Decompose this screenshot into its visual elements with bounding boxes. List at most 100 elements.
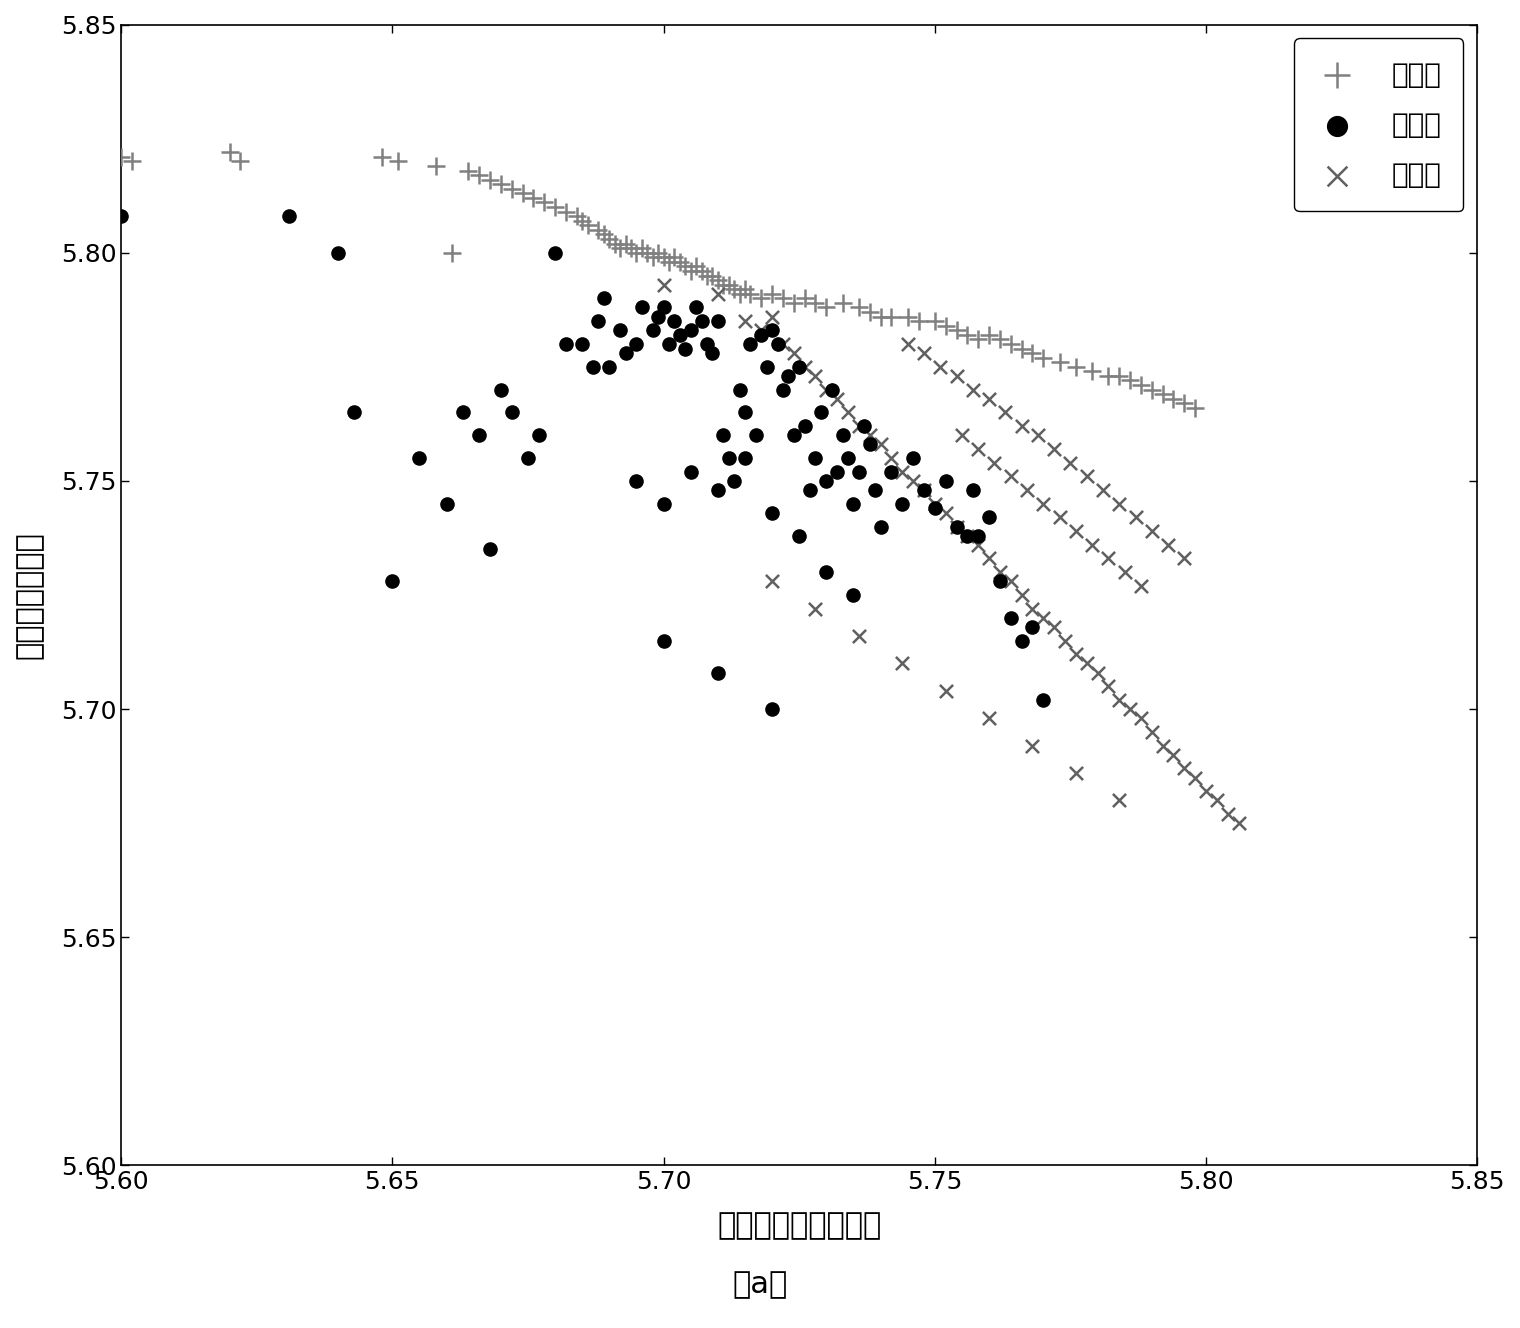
螺旋桨 bbox=[841, 584, 865, 606]
喷气式 bbox=[1107, 365, 1131, 386]
喷气式 bbox=[1151, 384, 1175, 405]
喷气式 bbox=[944, 320, 968, 341]
螺旋桨 bbox=[625, 470, 649, 491]
喷气式 bbox=[999, 333, 1023, 355]
螺旋桨 bbox=[739, 333, 763, 355]
螺旋桨 bbox=[912, 479, 936, 501]
螺旋桨 bbox=[798, 479, 822, 501]
螺旋桨 bbox=[803, 448, 827, 469]
螺旋桨 bbox=[716, 448, 740, 469]
螺旋桨 bbox=[629, 297, 654, 319]
喷气式 bbox=[695, 264, 719, 286]
螺旋桨 bbox=[652, 493, 676, 514]
直升机 bbox=[967, 534, 991, 555]
喷气式 bbox=[1117, 369, 1142, 390]
喷气式 bbox=[792, 288, 816, 309]
直升机 bbox=[1064, 521, 1088, 542]
螺旋桨 bbox=[407, 448, 432, 469]
直升机 bbox=[1015, 479, 1040, 501]
喷气式 bbox=[803, 292, 827, 313]
喷气式 bbox=[217, 142, 242, 163]
喷气式 bbox=[1047, 352, 1072, 373]
直升机 bbox=[1020, 734, 1044, 756]
螺旋桨 bbox=[515, 448, 540, 469]
直升机 bbox=[1043, 616, 1067, 637]
直升机 bbox=[1064, 762, 1088, 784]
螺旋桨 bbox=[597, 356, 622, 377]
喷气式 bbox=[760, 283, 784, 304]
螺旋桨 bbox=[652, 629, 676, 651]
喷气式 bbox=[1161, 388, 1186, 409]
喷气式 bbox=[625, 242, 649, 263]
螺旋桨 bbox=[380, 571, 404, 592]
螺旋桨 bbox=[999, 607, 1023, 628]
螺旋桨 bbox=[325, 242, 350, 263]
喷气式 bbox=[602, 232, 626, 254]
螺旋桨 bbox=[705, 661, 730, 683]
喷气式 bbox=[564, 206, 588, 227]
螺旋桨 bbox=[863, 479, 888, 501]
直升机 bbox=[836, 402, 860, 424]
喷气式 bbox=[1079, 361, 1104, 382]
螺旋桨 bbox=[760, 699, 784, 720]
直升机 bbox=[1193, 781, 1218, 802]
直升机 bbox=[803, 598, 827, 619]
直升机 bbox=[1079, 534, 1104, 555]
螺旋桨 bbox=[815, 562, 839, 583]
直升机 bbox=[1123, 507, 1148, 529]
螺旋桨 bbox=[705, 479, 730, 501]
喷气式 bbox=[967, 329, 991, 351]
直升机 bbox=[771, 333, 795, 355]
螺旋桨 bbox=[109, 206, 134, 227]
直升机 bbox=[1216, 803, 1240, 825]
喷气式 bbox=[684, 256, 708, 278]
喷气式 bbox=[923, 311, 947, 332]
直升机 bbox=[1107, 493, 1131, 514]
直升机 bbox=[879, 448, 903, 469]
螺旋桨 bbox=[841, 493, 865, 514]
直升机 bbox=[891, 461, 915, 482]
喷气式 bbox=[857, 301, 882, 323]
螺旋桨 bbox=[777, 365, 801, 386]
螺旋桨 bbox=[944, 515, 968, 537]
螺旋桨 bbox=[678, 461, 702, 482]
Y-axis label: 时域波形熵均值: 时域波形熵均值 bbox=[15, 531, 44, 659]
直升机 bbox=[1183, 766, 1207, 788]
喷气式 bbox=[988, 329, 1012, 351]
直升机 bbox=[803, 365, 827, 386]
喷气式 bbox=[369, 146, 394, 167]
螺旋桨 bbox=[728, 378, 752, 400]
直升机 bbox=[929, 356, 953, 377]
喷气式 bbox=[815, 297, 839, 319]
直升机 bbox=[988, 562, 1012, 583]
直升机 bbox=[955, 525, 979, 546]
直升机 bbox=[1026, 425, 1050, 446]
螺旋桨 bbox=[711, 425, 736, 446]
直升机 bbox=[1205, 790, 1230, 811]
螺旋桨 bbox=[961, 479, 985, 501]
螺旋桨 bbox=[847, 461, 871, 482]
喷气式 bbox=[511, 183, 535, 205]
螺旋桨 bbox=[570, 333, 594, 355]
直升机 bbox=[1031, 493, 1055, 514]
喷气式 bbox=[701, 264, 725, 286]
直升机 bbox=[868, 434, 892, 456]
直升机 bbox=[912, 343, 936, 364]
螺旋桨 bbox=[477, 539, 502, 560]
喷气式 bbox=[553, 201, 578, 222]
直升机 bbox=[977, 548, 1002, 570]
喷气式 bbox=[722, 279, 746, 300]
直升机 bbox=[1161, 744, 1186, 765]
喷气式 bbox=[657, 251, 681, 272]
螺旋桨 bbox=[722, 470, 746, 491]
直升机 bbox=[652, 274, 676, 295]
喷气式 bbox=[1140, 378, 1164, 400]
喷气式 bbox=[1020, 343, 1044, 364]
喷气式 bbox=[652, 247, 676, 268]
直升机 bbox=[1129, 575, 1154, 596]
螺旋桨 bbox=[781, 425, 806, 446]
螺旋桨 bbox=[857, 434, 882, 456]
螺旋桨 bbox=[1009, 629, 1034, 651]
喷气式 bbox=[532, 191, 556, 212]
喷气式 bbox=[728, 283, 752, 304]
